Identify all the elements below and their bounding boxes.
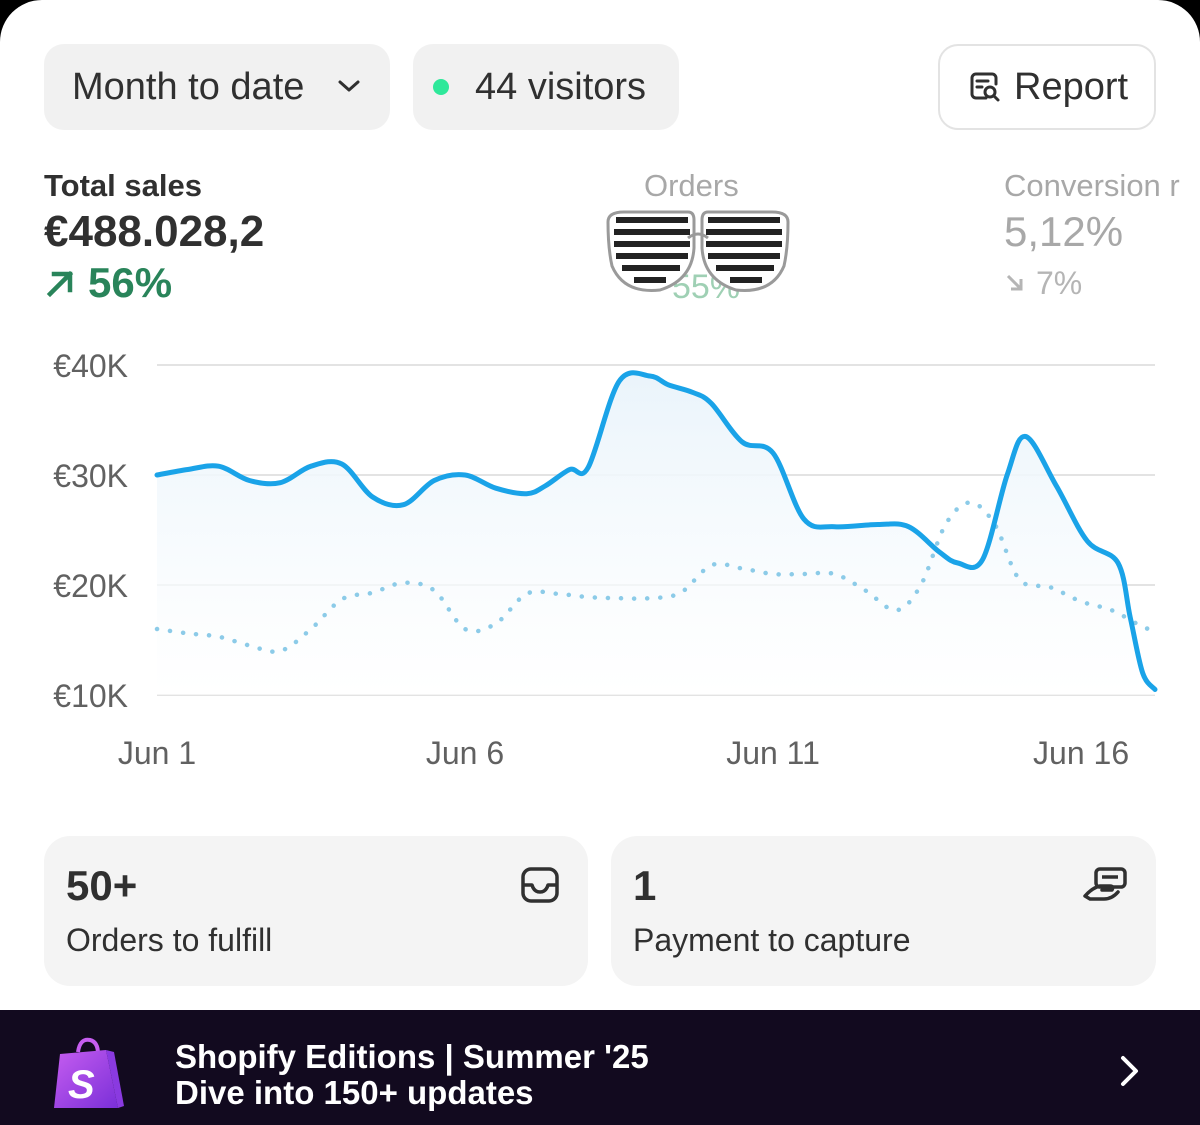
banner-subtitle: Dive into 150+ updates [175,1074,534,1111]
tile-label: Orders to fulfill [66,922,273,958]
metric-label: Orders [644,168,739,203]
current-period-line [154,370,1158,692]
orders-to-fulfill-tile[interactable]: 50+ Orders to fulfill [44,836,588,986]
hand-card-icon [1083,867,1127,901]
metric-value: 5,12% [1004,208,1124,255]
date-range-dropdown[interactable]: Month to date [44,44,390,130]
metric-conversion-rate[interactable]: Conversion r 5,12% 7% [1004,166,1180,308]
live-visitors-button[interactable]: 44 visitors [413,44,679,130]
shopify-bag-logo-icon: S [54,1037,124,1108]
banner-title: Shopify Editions | Summer '25 [175,1038,649,1075]
metric-orders[interactable]: Orders 55% [644,166,740,306]
tile-number: 50+ [66,862,138,909]
metric-value: €488.028,2 [44,207,265,256]
x-tick-label: Jun 6 [426,735,504,771]
y-tick-label: €10K [53,678,128,714]
metric-delta: 7% [1004,258,1180,308]
report-label: Report [1014,65,1129,108]
chevron-down-icon [338,80,360,92]
report-button[interactable]: Report [938,44,1156,130]
current-period-area [157,372,1155,695]
metric-delta-value: 56% [88,259,173,306]
svg-text:S: S [68,1063,95,1107]
metric-label: Total sales [44,168,202,203]
visitors-label: 44 visitors [475,65,647,108]
previous-period-line [154,500,1158,654]
metric-total-sales[interactable]: Total sales €488.028,2 56% [44,166,264,308]
x-tick-label: Jun 1 [118,735,196,771]
x-tick-label: Jun 16 [1033,735,1129,771]
live-dot-icon [433,79,449,95]
arrow-down-right-icon [1006,274,1023,291]
date-range-label: Month to date [72,65,305,108]
y-tick-label: €20K [53,568,128,604]
report-search-icon [970,72,1000,102]
chevron-right-icon[interactable] [1118,1054,1142,1088]
metric-delta-value: 7% [1036,265,1083,301]
y-tick-label: €30K [53,458,128,494]
x-tick-label: Jun 11 [726,735,820,771]
arrow-up-right-icon [46,270,74,298]
shutter-shades-icon [606,210,790,292]
y-tick-label: €40K [53,348,128,384]
inbox-icon [521,867,559,903]
tile-label: Payment to capture [633,922,911,958]
payment-to-capture-tile[interactable]: 1 Payment to capture [611,836,1156,986]
tile-number: 1 [633,862,657,909]
shopify-editions-banner[interactable]: S Shopify Editions | Summer '25 Dive int… [0,1010,1200,1125]
metric-delta: 56% [44,258,264,308]
metric-label: Conversion r [1004,168,1180,203]
sales-line-chart[interactable]: €40K €30K €20K €10K Jun 1 Jun 6 Jun 11 Jun 16 [0,330,1200,790]
